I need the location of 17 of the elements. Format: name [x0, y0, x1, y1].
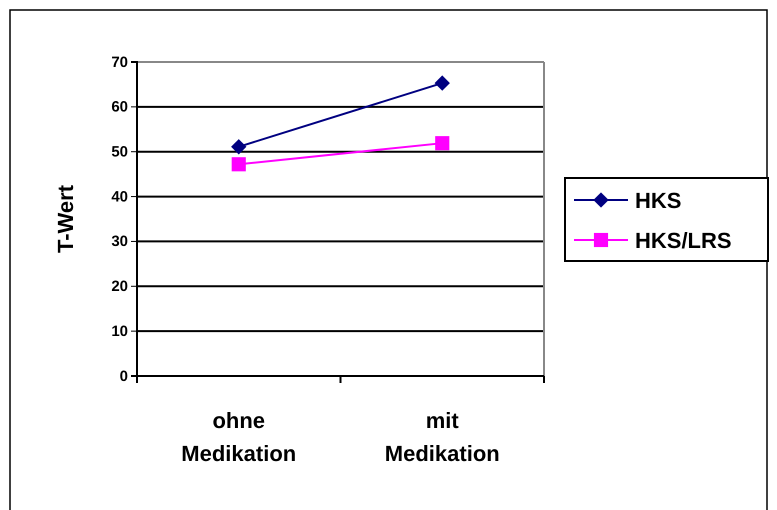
- y-tick-label: 50: [111, 144, 128, 161]
- point: [434, 75, 450, 91]
- y-axis-title: T-Wert: [53, 184, 78, 254]
- point: [232, 157, 246, 172]
- point: [435, 136, 450, 150]
- y-tick-label: 10: [111, 322, 128, 340]
- x-tick-label: mit Medikation: [384, 408, 500, 466]
- legend-label: HKS: [635, 188, 682, 213]
- y-tick-label: 60: [111, 98, 128, 116]
- point: [231, 139, 246, 154]
- y-tick-label: 40: [111, 188, 128, 206]
- legend-label: HKS/LRS: [635, 228, 732, 253]
- x-tick-label: ohne Medikation: [181, 408, 296, 466]
- y-tick-label: 30: [111, 233, 128, 250]
- y-tick-label: 20: [111, 278, 128, 296]
- y-tick-label: 70: [111, 54, 128, 71]
- y-tick-label: 0: [120, 368, 128, 385]
